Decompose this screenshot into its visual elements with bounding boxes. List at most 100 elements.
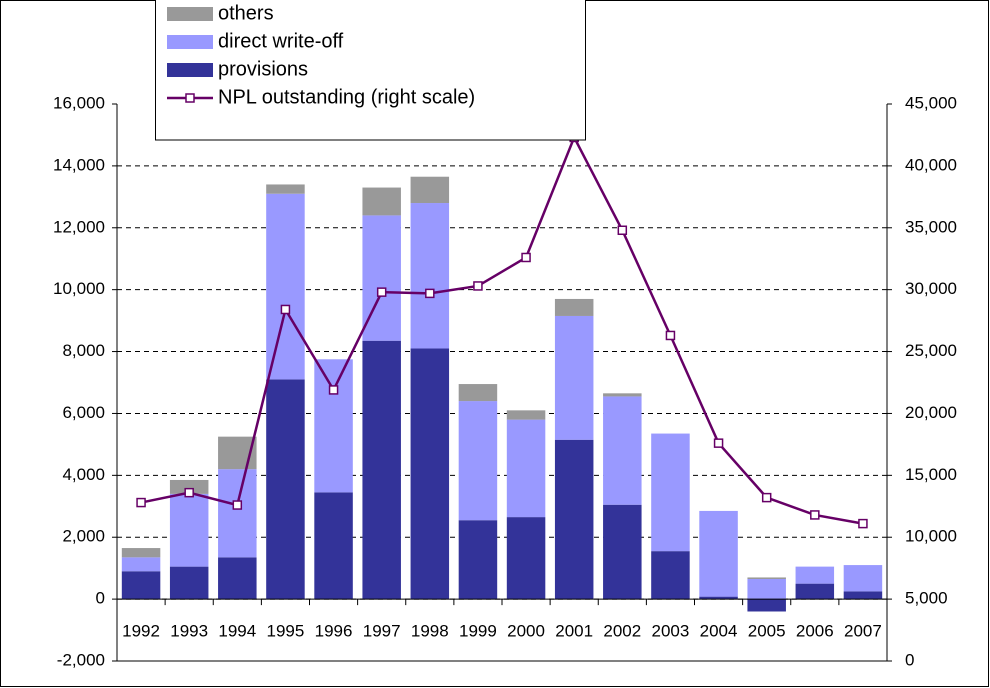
- bar: [747, 578, 786, 600]
- line-marker: [521, 252, 531, 263]
- line-marker: [810, 510, 820, 520]
- y2-tick-label: 35,000: [905, 217, 957, 236]
- y2-tick-label: 45,000: [905, 93, 957, 112]
- bar: [121, 557, 161, 572]
- bar: [218, 469, 257, 558]
- bar: [843, 591, 883, 600]
- legend-swatch: [167, 7, 213, 21]
- bar: [266, 379, 305, 600]
- y-tick-label: 14,000: [53, 155, 105, 174]
- bar: [795, 566, 835, 584]
- bar: [506, 517, 546, 600]
- bar: [362, 187, 401, 216]
- bar: [458, 520, 498, 600]
- line-marker: [617, 225, 628, 236]
- bar: [506, 419, 546, 518]
- x-tick-label: 1996: [315, 622, 353, 641]
- bar: [699, 510, 738, 597]
- line-marker: [473, 281, 483, 291]
- legend: others direct write-off provisions NPL outs…: [155, 0, 586, 141]
- bar: [651, 551, 690, 600]
- line-marker: [761, 492, 772, 503]
- x-tick-label: 2000: [507, 622, 545, 641]
- line-marker: [425, 288, 435, 299]
- bar: [554, 315, 594, 440]
- bar: [410, 348, 450, 600]
- bar: [795, 583, 835, 600]
- bar: [699, 596, 738, 600]
- line-marker: [328, 385, 339, 395]
- bar: [266, 184, 305, 194]
- x-tick-label: 2007: [844, 622, 882, 641]
- bar: [314, 359, 353, 493]
- x-tick-label: 1993: [170, 622, 208, 641]
- bar: [121, 548, 161, 558]
- x-tick-label: 2002: [603, 622, 641, 641]
- bar: [169, 566, 209, 600]
- y-tick-label: 8,000: [62, 341, 105, 360]
- line-marker: [232, 500, 243, 510]
- bar: [603, 396, 642, 505]
- legend-label: others: [218, 2, 274, 24]
- line-marker: [136, 497, 146, 508]
- line: [140, 134, 864, 525]
- x-tick-label: 2001: [555, 622, 593, 641]
- y2-tick-label: 25,000: [905, 341, 957, 360]
- legend-label: NPL outstanding (right scale): [218, 86, 475, 108]
- legend-swatch: [167, 35, 213, 49]
- bar: [218, 557, 257, 600]
- bar: [554, 439, 594, 600]
- y-tick-label: -2,000: [57, 650, 105, 669]
- x-tick-label: 1992: [122, 622, 160, 641]
- x-tick-label: 2003: [652, 622, 690, 641]
- legend-marker: [185, 93, 195, 103]
- bar: [554, 298, 594, 316]
- bar: [603, 393, 642, 397]
- line-marker: [858, 518, 868, 529]
- line-marker: [376, 287, 387, 297]
- line-marker: [184, 487, 194, 498]
- legend-label: direct write-off: [218, 30, 344, 52]
- legend-swatch: [167, 63, 213, 77]
- x-tick-label: 2006: [796, 622, 834, 641]
- line-marker: [713, 438, 724, 448]
- bar: [266, 193, 305, 380]
- y-tick-label: 16,000: [53, 93, 105, 112]
- x-tick-label: 1995: [267, 622, 305, 641]
- bar: [747, 577, 786, 579]
- bar: [314, 492, 353, 600]
- y-tick-label: 10,000: [53, 279, 105, 298]
- y2-tick-label: 10,000: [905, 527, 957, 546]
- x-tick-label: 1999: [459, 622, 497, 641]
- bar: [169, 493, 209, 567]
- x-tick-label: 2005: [748, 622, 786, 641]
- x-tick-label: 1994: [218, 622, 256, 641]
- bar: [458, 401, 498, 521]
- y-tick-label: 12,000: [53, 217, 105, 236]
- y2-tick-label: 30,000: [905, 279, 957, 298]
- bar: [603, 504, 642, 600]
- y2-tick-label: 40,000: [905, 155, 957, 174]
- y2-tick-label: 15,000: [905, 465, 957, 484]
- bar: [843, 565, 883, 592]
- y-tick-label: 2,000: [62, 527, 105, 546]
- bar: [458, 384, 498, 402]
- y-tick-label: 0: [96, 589, 105, 608]
- x-tick-label: 1998: [411, 622, 449, 641]
- y2-tick-label: 0: [905, 650, 914, 669]
- bar: [506, 410, 546, 420]
- y2-tick-label: 20,000: [905, 403, 957, 422]
- legend-box: [155, 0, 586, 141]
- y2-tick-label: 5,000: [905, 589, 948, 608]
- bar: [410, 176, 450, 204]
- y-tick-label: 4,000: [62, 465, 105, 484]
- bar: [651, 433, 690, 552]
- bar: [121, 571, 161, 600]
- bar: [362, 340, 401, 600]
- legend-label: provisions: [218, 58, 308, 80]
- bar: [747, 599, 786, 612]
- x-tick-label: 2004: [700, 622, 738, 641]
- line-marker: [665, 330, 676, 341]
- bar: [169, 479, 209, 494]
